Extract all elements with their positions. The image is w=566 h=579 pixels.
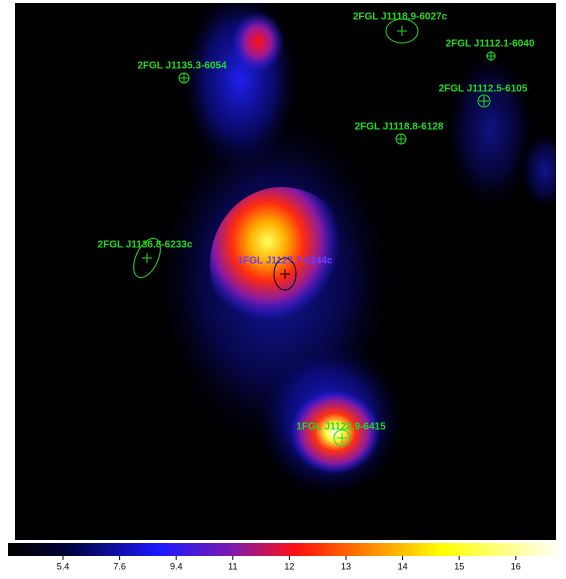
source-cross bbox=[396, 134, 406, 144]
source-label: 2FGL J1112.5-6105 bbox=[439, 84, 528, 95]
colorbar-tick-label: 15 bbox=[454, 561, 464, 571]
colorbar-tick-label: 9.4 bbox=[170, 561, 183, 571]
error-ellipse bbox=[273, 257, 297, 291]
source-cross bbox=[337, 433, 347, 443]
source-label: 1FGL J1122.9-6415 bbox=[296, 422, 386, 433]
source-cross bbox=[397, 26, 407, 36]
colorbar-tick-label: 11 bbox=[228, 561, 237, 571]
colorbar-tick-label: 13 bbox=[341, 561, 351, 571]
source-cross bbox=[486, 51, 496, 61]
counts-image bbox=[15, 3, 556, 540]
error-circle bbox=[333, 429, 351, 447]
error-ellipse bbox=[385, 18, 419, 44]
source-label: 2FGL J1136.8-6233c bbox=[98, 240, 193, 251]
source-label: 2FGL J1112.1-6040 bbox=[446, 39, 535, 50]
source-cross bbox=[479, 96, 489, 106]
colorbar-tick-label: 14 bbox=[398, 561, 408, 571]
colorbar-tick-label: 7.6 bbox=[113, 561, 126, 571]
source-cross bbox=[280, 269, 290, 279]
colorbar-tick-label: 16 bbox=[511, 561, 521, 571]
error-circle bbox=[477, 94, 491, 108]
error-ellipse bbox=[133, 237, 161, 279]
source-label: 1FGL J1127.7-6244c bbox=[238, 256, 333, 267]
colorbar-tick-label: 12 bbox=[284, 561, 294, 571]
source-label: 2FGL J1135.3-6054 bbox=[137, 61, 227, 72]
colorbar-tick-label: 5.4 bbox=[57, 561, 70, 571]
source-label: 2FGL J1118.9-6027c bbox=[353, 12, 448, 23]
source-label: 2FGL J1118.8-6128 bbox=[355, 122, 444, 133]
source-cross bbox=[142, 253, 152, 263]
colorbar bbox=[8, 543, 563, 556]
source-cross bbox=[179, 73, 189, 83]
